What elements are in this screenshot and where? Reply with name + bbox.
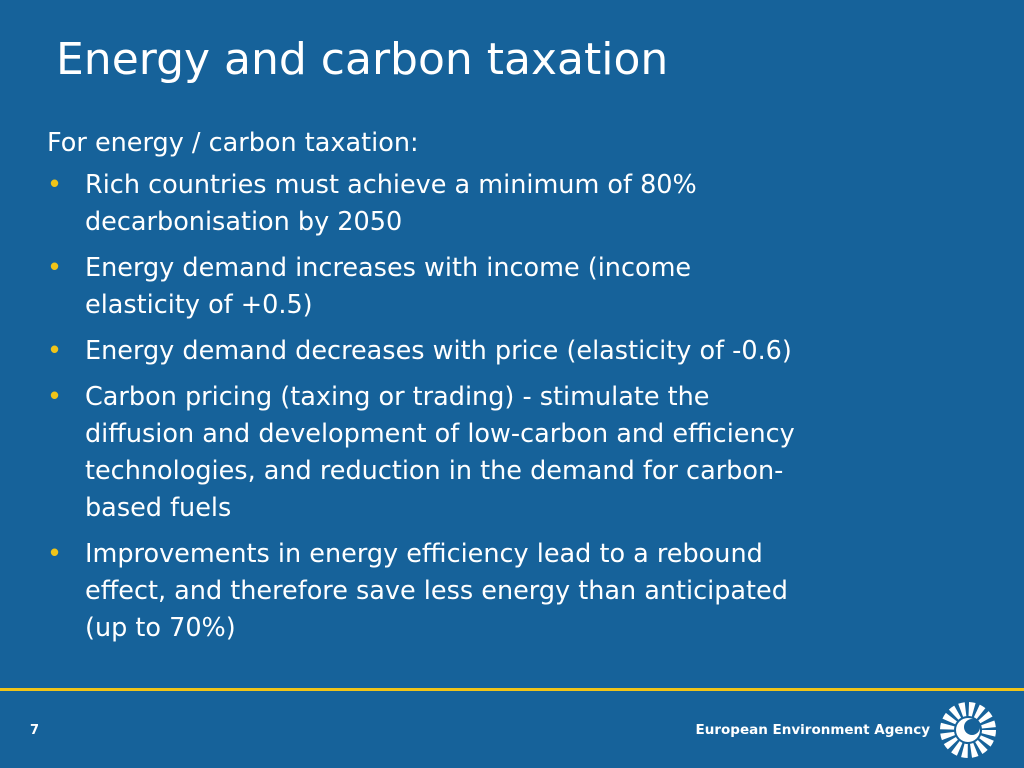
- bullet-text: Energy demand increases with income (inc…: [85, 253, 692, 283]
- bullet-text: technologies, and reduction in the deman…: [85, 456, 784, 486]
- logo-cut: [964, 719, 980, 735]
- bullet-dot: •: [47, 539, 63, 569]
- page-number: 7: [30, 723, 40, 738]
- bullet-text: elasticity of +0.5): [85, 290, 313, 320]
- bullet-text: Energy demand decreases with price (elas…: [85, 336, 792, 366]
- bullet-text: (up to 70%): [85, 613, 236, 643]
- bullet-text: Improvements in energy efficiency lead t…: [85, 539, 763, 569]
- organization: European Environment Agency: [695, 722, 930, 738]
- bullet-text: Carbon pricing (taxing or trading) - sti…: [85, 382, 710, 412]
- bullet-text: based fuels: [85, 493, 232, 523]
- bullet-text: diffusion and development of low-carbon …: [85, 419, 795, 449]
- bullet-dot: •: [47, 382, 63, 412]
- logo-rays: [940, 702, 996, 758]
- intro-text: For energy / carbon taxation:: [47, 128, 419, 158]
- bullet-dot: •: [47, 253, 63, 283]
- bullet-text: effect, and therefore save less energy t…: [85, 576, 788, 606]
- logo: [940, 702, 996, 758]
- bullet-dot: •: [47, 170, 63, 200]
- bullet-text: Rich countries must achieve a minimum of…: [85, 170, 697, 200]
- bullet-dot: •: [47, 336, 63, 366]
- divider: [0, 688, 1024, 691]
- bullet-text: decarbonisation by 2050: [85, 207, 403, 237]
- slide-title: Energy and carbon taxation: [56, 34, 669, 85]
